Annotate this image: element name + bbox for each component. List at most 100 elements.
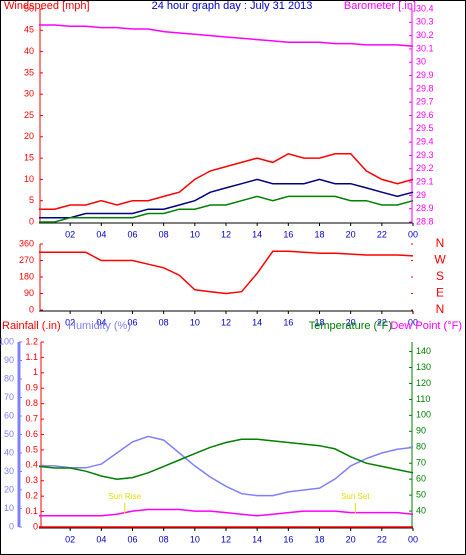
tick-label: E xyxy=(436,286,444,300)
tick-label: 0.8 xyxy=(25,398,38,408)
tick-label: 1.1 xyxy=(25,352,38,362)
tick-label: 140 xyxy=(416,346,431,356)
tick-label: 70 xyxy=(4,392,14,402)
tick-label: 130 xyxy=(416,362,431,372)
axis-title: Humidity (%) xyxy=(68,320,131,332)
tick-label: S xyxy=(436,269,444,283)
x-tick-label: 12 xyxy=(221,317,231,327)
tick-label: 70 xyxy=(416,458,426,468)
x-tick-label: 10 xyxy=(190,317,200,327)
annotation: Sun Set xyxy=(341,492,370,501)
series-line xyxy=(39,24,414,48)
tick-label: 29.7 xyxy=(416,97,434,107)
x-tick-label: 02 xyxy=(65,317,75,327)
tick-label: 28.8 xyxy=(416,216,434,226)
tick-label: 40 xyxy=(24,46,34,56)
series-line xyxy=(39,178,414,219)
x-tick-label: 00 xyxy=(408,229,418,239)
tick-label: 100 xyxy=(416,410,431,420)
x-tick-label: 16 xyxy=(283,229,293,239)
axis-title: Dew Point (°F) xyxy=(390,320,462,332)
x-tick-label: 20 xyxy=(346,229,356,239)
tick-label: 60 xyxy=(416,474,426,484)
x-tick-label: 00 xyxy=(408,317,418,327)
series-line xyxy=(39,152,414,210)
x-tick-label: 16 xyxy=(283,317,293,327)
axis-title: Rainfall (.in) xyxy=(2,320,61,332)
tick-label: 0.6 xyxy=(25,429,38,439)
tick-label: 30 xyxy=(24,89,34,99)
tick-label: 80 xyxy=(4,373,14,383)
annotation: Sun Rise xyxy=(108,492,141,501)
tick-label: 29.2 xyxy=(416,163,434,173)
tick-label: 110 xyxy=(416,394,430,404)
tick-label: 0.3 xyxy=(25,475,38,485)
x-tick-label: 14 xyxy=(252,229,262,239)
tick-label: 0 xyxy=(29,216,34,226)
tick-label: 30.2 xyxy=(416,30,434,40)
x-tick-label: 08 xyxy=(159,317,169,327)
tick-label: 0 xyxy=(33,521,38,531)
tick-label: 0.5 xyxy=(25,444,38,454)
x-tick-label: 00 xyxy=(408,534,418,544)
tick-label: 270 xyxy=(19,255,34,265)
tick-label: 15 xyxy=(24,152,34,162)
x-tick-label: 14 xyxy=(252,534,262,544)
tick-label: 0.1 xyxy=(25,506,38,516)
tick-label: 0.9 xyxy=(25,383,38,393)
tick-label: 30.4 xyxy=(416,3,434,13)
x-tick-label: 06 xyxy=(127,317,137,327)
tick-label: 60 xyxy=(4,410,14,420)
x-tick-label: 20 xyxy=(346,534,356,544)
tick-label: W xyxy=(434,253,446,267)
x-tick-label: 18 xyxy=(314,229,324,239)
tick-label: 10 xyxy=(4,503,14,513)
x-tick-label: 20 xyxy=(346,317,356,327)
x-tick-label: 12 xyxy=(221,229,231,239)
x-tick-label: 02 xyxy=(65,534,75,544)
tick-label: 30.1 xyxy=(416,43,434,53)
tick-label: 50 xyxy=(4,429,14,439)
tick-label: 5 xyxy=(29,195,34,205)
tick-label: 90 xyxy=(416,426,426,436)
tick-label: 29.9 xyxy=(416,70,434,80)
tick-label: 360 xyxy=(19,238,34,248)
tick-label: 120 xyxy=(416,378,431,388)
x-tick-label: 12 xyxy=(221,534,231,544)
tick-label: 29.1 xyxy=(416,176,434,186)
x-tick-label: 18 xyxy=(314,317,324,327)
x-tick-label: 16 xyxy=(283,534,293,544)
x-tick-label: 04 xyxy=(96,229,106,239)
x-tick-label: 06 xyxy=(127,534,137,544)
tick-label: 28.9 xyxy=(416,203,434,213)
tick-label: 30 xyxy=(4,466,14,476)
tick-label: 40 xyxy=(416,505,426,515)
tick-label: 90 xyxy=(24,288,34,298)
tick-label: 25 xyxy=(24,110,34,120)
tick-label: 50 xyxy=(24,3,34,13)
tick-label: 45 xyxy=(24,25,34,35)
tick-label: 0.2 xyxy=(25,491,38,501)
x-tick-label: 08 xyxy=(159,229,169,239)
x-tick-label: 14 xyxy=(252,317,262,327)
x-tick-label: 22 xyxy=(377,229,387,239)
x-tick-label: 04 xyxy=(96,317,106,327)
x-tick-label: 08 xyxy=(159,534,169,544)
tick-label: 30 xyxy=(416,57,426,67)
tick-label: 29.3 xyxy=(416,150,434,160)
tick-label: 29 xyxy=(416,190,426,200)
tick-label: 29.6 xyxy=(416,110,434,120)
tick-label: N xyxy=(436,236,445,250)
x-tick-label: 10 xyxy=(190,229,200,239)
series-line xyxy=(39,195,414,223)
tick-label: 0.4 xyxy=(25,460,38,470)
series-line xyxy=(39,508,414,517)
chart-title: 24 hour graph day : July 31 2013 xyxy=(152,0,313,12)
tick-label: 1.2 xyxy=(25,336,38,346)
axis-title: Temperature (°F) xyxy=(309,320,392,332)
tick-label: 29.4 xyxy=(416,137,434,147)
x-tick-label: 06 xyxy=(127,229,137,239)
tick-label: 50 xyxy=(416,489,426,499)
x-tick-label: 02 xyxy=(65,229,75,239)
